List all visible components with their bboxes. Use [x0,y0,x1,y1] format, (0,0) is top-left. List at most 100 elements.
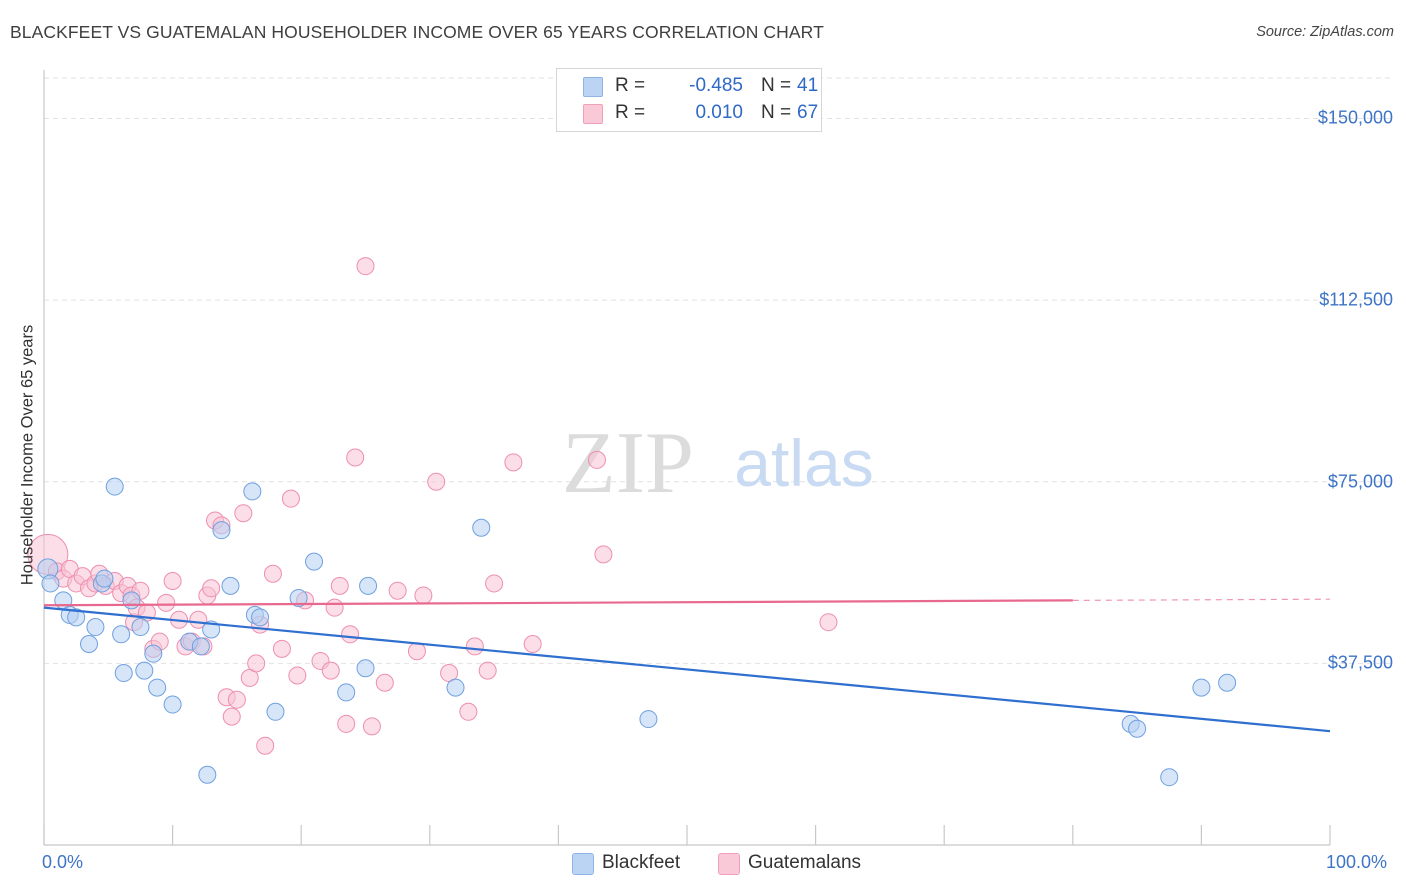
point-guatemalans-61 [478,661,497,680]
point-guatemalans-66 [594,545,613,564]
point-blackfeet-23 [221,576,240,595]
trend-lines [43,598,1331,733]
point-guatemalans-39 [263,564,282,583]
point-guatemalans-56 [414,586,433,605]
bottom-legend-swatch-guatemalans [718,853,740,875]
point-blackfeet-30 [337,683,356,702]
point-guatemalans-40 [272,639,291,658]
gridlines [44,77,1392,664]
point-blackfeet-15 [144,644,163,663]
legend-swatch-guatemalans [583,104,603,124]
points-guatemalans [27,257,838,755]
point-guatemalans-36 [247,654,266,673]
watermark-atlas: atlas [734,426,873,500]
point-guatemalans-67 [819,613,838,632]
point-blackfeet-11 [114,664,133,683]
point-guatemalans-48 [337,714,356,733]
point-blackfeet-1 [41,574,60,593]
point-guatemalans-53 [375,673,394,692]
y-tick-label-3: $150,000 [1317,107,1393,128]
point-guatemalans-51 [356,257,375,276]
point-blackfeet-35 [639,710,658,729]
point-guatemalans-28 [202,579,221,598]
legend-n-value: 41 [797,75,819,96]
point-guatemalans-50 [346,448,365,467]
legend-r-value: -0.485 [689,75,743,96]
point-guatemalans-63 [504,453,523,472]
bottom-legend-label-guatemalans: Guatemalans [748,852,862,873]
point-blackfeet-31 [356,659,375,678]
legend-n-label: N = [761,75,792,96]
point-blackfeet-22 [212,521,231,540]
watermark: ZIP atlas [562,415,874,512]
point-blackfeet-17 [163,695,182,714]
y-axis-label: Householder Income Over 65 years [18,324,37,586]
point-guatemalans-54 [388,581,407,600]
legend-r-label: R = [615,75,646,96]
point-guatemalans-41 [281,489,300,508]
point-guatemalans-33 [227,690,246,709]
point-guatemalans-25 [189,610,208,629]
axes [43,70,1331,846]
point-blackfeet-27 [266,702,285,721]
point-blackfeet-6 [86,618,105,637]
bottom-legend-label-blackfeet: Blackfeet [602,852,681,873]
legend-r-label: R = [615,102,646,123]
legend-n-value: 67 [797,102,819,123]
point-blackfeet-13 [131,618,150,637]
watermark-zip: ZIP [562,415,694,512]
point-guatemalans-60 [465,637,484,656]
point-blackfeet-4 [67,608,86,627]
point-guatemalans-65 [587,450,606,469]
point-guatemalans-45 [321,661,340,680]
point-guatemalans-59 [459,702,478,721]
point-guatemalans-62 [485,574,504,593]
x-tick-max: 100.0% [1326,852,1388,872]
point-blackfeet-39 [1192,678,1211,697]
legend-n-label: N = [761,102,792,123]
stats-legend: R = -0.485 N = 41 R = 0.010 N = 67 [556,68,822,132]
point-guatemalans-21 [163,572,182,591]
trend-line-guatemalans-extension [1072,598,1331,601]
y-tick-label-0: $37,500 [1327,652,1393,673]
point-blackfeet-34 [472,518,491,537]
point-guatemalans-46 [325,598,344,617]
x-tick-min: 0.0% [42,852,84,872]
point-blackfeet-14 [135,661,154,680]
points-blackfeet [37,477,1237,787]
y-tick-label-2: $112,500 [1319,289,1393,310]
bottom-legend-swatch-blackfeet [572,853,594,875]
point-blackfeet-16 [148,678,167,697]
chart-title: BLACKFEET VS GUATEMALAN HOUSEHOLDER INCO… [10,22,824,42]
point-blackfeet-38 [1160,768,1179,787]
point-blackfeet-26 [251,608,270,627]
point-blackfeet-9 [105,477,124,496]
trend-line-blackfeet [43,606,1331,733]
legend-r-value: 0.010 [695,102,743,123]
point-blackfeet-33 [446,678,465,697]
point-guatemalans-64 [523,634,542,653]
point-guatemalans-38 [256,736,275,755]
point-guatemalans-42 [288,666,307,685]
point-blackfeet-5 [80,634,99,653]
point-guatemalans-55 [407,642,426,661]
point-guatemalans-47 [330,576,349,595]
source-credit: Source: ZipAtlas.com [1256,24,1394,40]
point-blackfeet-29 [305,552,324,571]
point-blackfeet-37 [1128,719,1147,738]
point-blackfeet-20 [198,765,217,784]
trend-line-guatemalans [43,599,1073,607]
point-guatemalans-52 [362,717,381,736]
point-guatemalans-57 [427,472,446,491]
point-blackfeet-8 [95,569,114,588]
point-guatemalans-34 [234,504,253,523]
point-guatemalans-20 [157,593,176,612]
point-blackfeet-19 [191,637,210,656]
point-blackfeet-10 [112,625,131,644]
point-blackfeet-24 [243,482,262,501]
point-guatemalans-49 [341,625,360,644]
point-blackfeet-32 [359,576,378,595]
y-tick-label-1: $75,000 [1327,471,1393,492]
point-blackfeet-12 [122,591,141,610]
